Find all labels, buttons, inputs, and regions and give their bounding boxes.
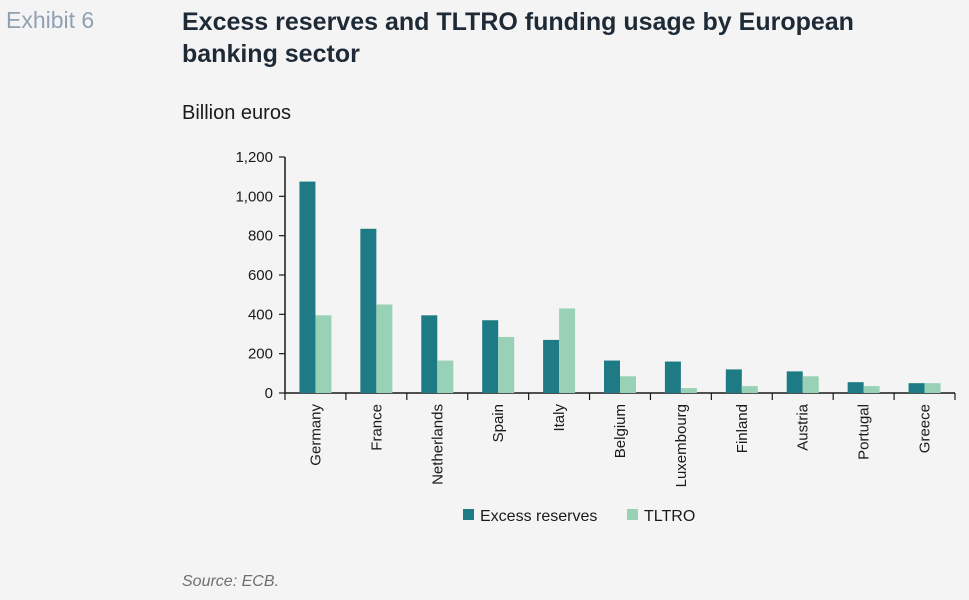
x-tick-label: Greece [917,404,934,453]
legend: Excess reserves TLTRO [463,508,695,525]
bar-tltro [863,386,880,393]
y-tick-label: 800 [248,228,273,245]
y-tick-label: 1,200 [235,149,273,166]
bar-excess-reserves [299,181,316,393]
bar-tltro [741,386,758,393]
y-tick-label: 600 [248,267,273,284]
x-tick-label: Spain [490,404,507,442]
bar-excess-reserves [908,383,925,393]
x-axis: Germany France Netherlands Spain Italy Belgiu… [284,392,956,487]
exhibit-label: Exhibit 6 [6,7,95,33]
source-note: Source: ECB. [182,573,279,590]
bar-tltro [680,388,697,393]
x-tick-label: Finland [734,404,751,453]
x-tick-label: Belgium [612,404,629,458]
bar-excess-reserves [786,371,803,393]
y-tick-label: 200 [248,346,273,363]
bar-tltro [559,308,576,393]
bar-tltro [620,376,636,393]
bar-excess-reserves [543,339,560,393]
bar-excess-reserves [421,315,438,393]
bar-excess-reserves [725,369,742,393]
bar-tltro [498,336,515,393]
bar-tltro [315,315,332,393]
x-tick-label: Luxembourg [673,404,690,487]
x-tick-label: France [368,404,385,451]
legend-excess-reserves-swatch [463,509,474,520]
x-tick-label: Germany [307,404,324,466]
x-tick-label: Netherlands [429,404,446,485]
bar-tltro [437,360,454,393]
legend-excess-reserves-label: Excess reserves [480,508,597,525]
legend-tltro-swatch [627,509,638,520]
bar-tltro [924,383,941,393]
y-tick-label: 1,000 [235,188,273,205]
bar-excess-reserves [482,320,499,393]
bar-excess-reserves [360,228,377,393]
chart-title: Excess reserves and TLTRO funding usage … [182,8,854,68]
x-tick-label: Austria [795,403,812,450]
bar-excess-reserves [664,361,681,393]
bar-excess-reserves [604,360,620,393]
y-tick-label: 0 [265,385,273,402]
y-tick-label: 400 [248,306,273,323]
legend-tltro-label: TLTRO [644,508,695,525]
x-tick-label: Portugal [856,404,873,460]
bar-tltro [376,304,393,393]
bar-tltro [802,376,819,393]
x-tick-label: Italy [551,404,568,432]
bars-group [299,181,941,393]
units-label: Billion euros [182,102,291,124]
y-axis: 0 200 400 600 800 1,000 1,200 [235,149,286,402]
bar-excess-reserves [847,382,864,393]
